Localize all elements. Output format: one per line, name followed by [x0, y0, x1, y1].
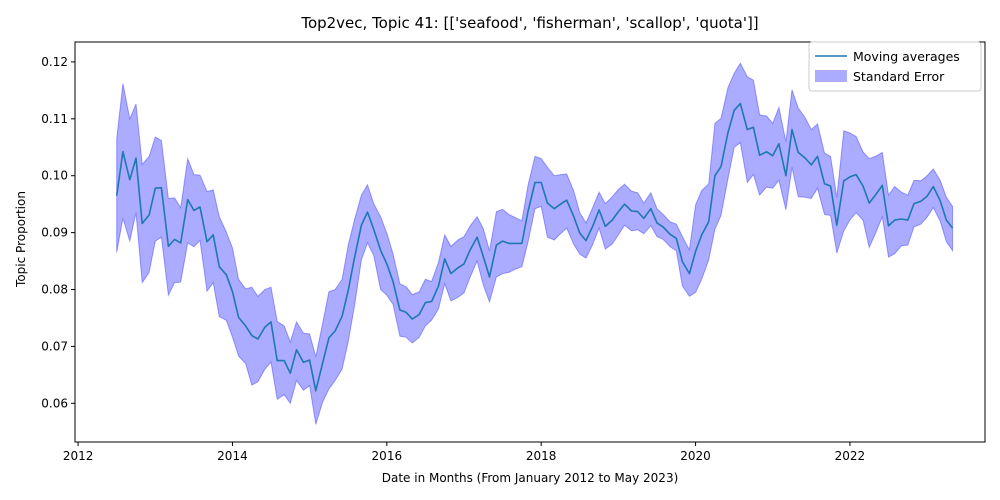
y-tick-label: 0.10 — [41, 169, 68, 183]
y-tick-label: 0.07 — [41, 339, 68, 353]
y-tick-label: 0.09 — [41, 226, 68, 240]
y-tick-label: 0.11 — [41, 112, 68, 126]
y-axis-ticks: 0.06 0.07 0.08 0.09 0.10 0.11 0.12 — [41, 55, 75, 410]
x-axis-ticks: 2012 2014 2016 2018 2020 2022 — [63, 442, 865, 463]
moving-average-line-layer — [115, 102, 954, 392]
x-tick-label: 2020 — [680, 449, 711, 463]
standard-error-band-layer — [116, 62, 954, 425]
plot-frame — [74, 41, 986, 443]
legend-frame — [808, 41, 982, 92]
y-tick-label: 0.12 — [41, 55, 68, 69]
legend: Moving averages Standard Error — [808, 41, 982, 92]
legend-label-moving-averages: Moving averages — [853, 49, 960, 64]
moving-averages-line — [115, 102, 954, 392]
chart-title: Top2vec, Topic 41: [['seafood', 'fisherm… — [300, 14, 758, 32]
y-tick-label: 0.08 — [41, 283, 68, 297]
x-axis-label: Date in Months (From January 2012 to May… — [382, 471, 679, 485]
x-tick-label: 2012 — [63, 449, 94, 463]
x-tick-label: 2016 — [372, 449, 403, 463]
x-tick-label: 2022 — [835, 449, 866, 463]
x-tick-label: 2018 — [526, 449, 557, 463]
standard-error-band — [116, 62, 954, 425]
legend-label-standard-error: Standard Error — [853, 69, 945, 84]
legend-swatch-standard-error — [815, 70, 847, 82]
x-tick-label: 2014 — [217, 449, 248, 463]
y-axis-label: Topic Proportion — [14, 191, 28, 288]
y-tick-label: 0.06 — [41, 396, 68, 410]
